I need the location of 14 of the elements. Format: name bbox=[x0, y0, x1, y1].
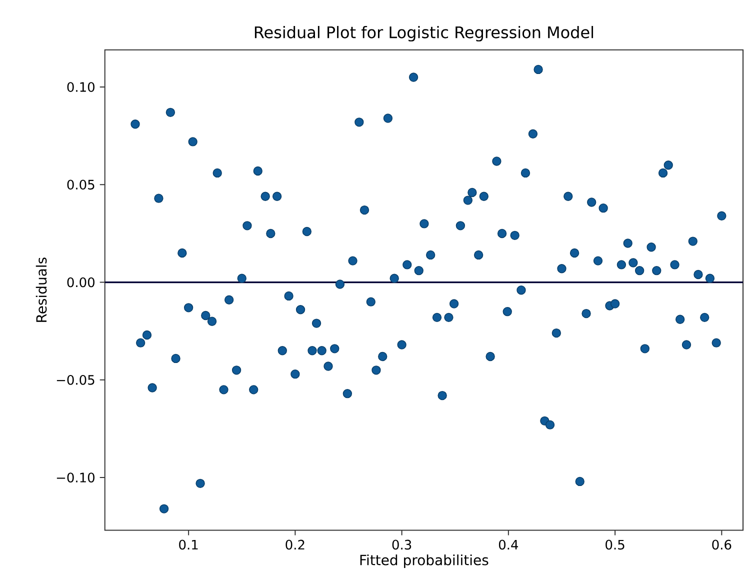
x-tick-label: 0.6 bbox=[712, 540, 732, 550]
y-axis-title: Residuals bbox=[36, 258, 47, 322]
y-tick-label: 0.05 bbox=[67, 180, 94, 190]
x-tick-label: 0.1 bbox=[179, 540, 198, 550]
chart-title: Residual Plot for Logistic Regression Model bbox=[254, 26, 594, 42]
y-tick-label: 0.00 bbox=[67, 277, 94, 288]
y-tick-label: 0.10 bbox=[67, 82, 94, 92]
x-tick-label: 0.3 bbox=[392, 540, 412, 550]
x-tick-label: 0.4 bbox=[498, 540, 518, 550]
x-tick-label: 0.5 bbox=[606, 540, 624, 550]
x-axis-title: Fitted probabilities bbox=[360, 554, 488, 568]
y-tick-label: −0.10 bbox=[56, 472, 94, 482]
x-tick-label: 0.2 bbox=[286, 540, 304, 550]
y-tick-label: −0.05 bbox=[56, 374, 94, 385]
